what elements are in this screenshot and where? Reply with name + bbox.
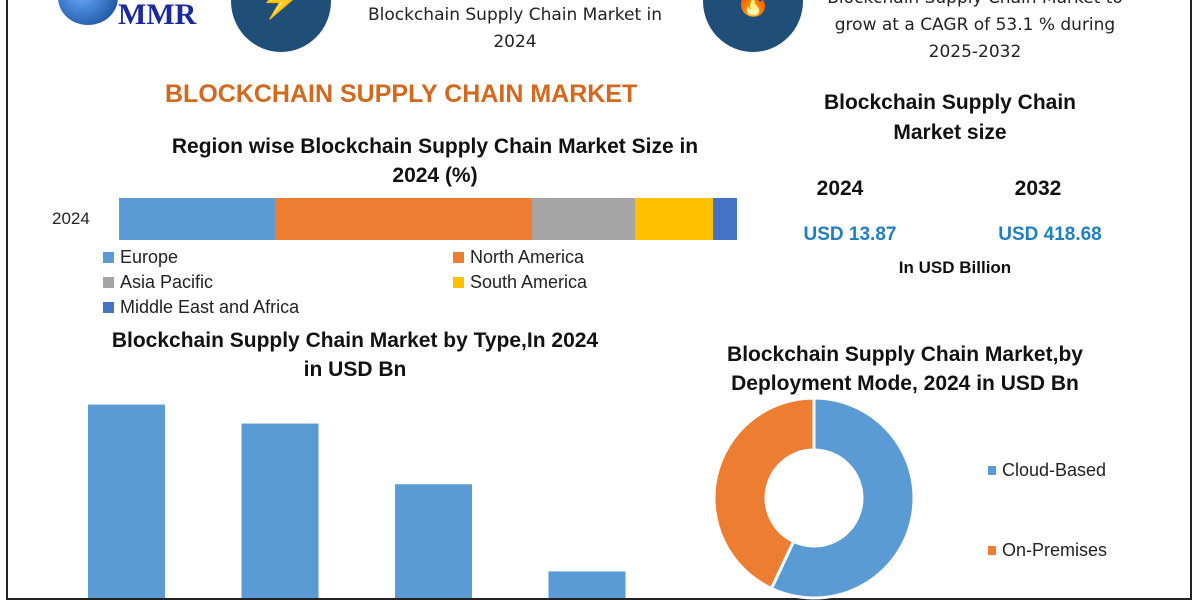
deployment-donut-chart bbox=[712, 396, 916, 600]
market-year-1: 2024 bbox=[816, 177, 864, 200]
stack-segment-middle-east-and-africa bbox=[712, 198, 737, 240]
logo-text: MMR bbox=[118, 0, 197, 31]
legend-asia-pacific: Asia Pacific bbox=[103, 272, 213, 293]
type-bar bbox=[88, 404, 165, 598]
legend-on-premises: On-Premises bbox=[988, 540, 1107, 561]
region-chart-title: Region wise Blockchain Supply Chain Mark… bbox=[171, 135, 699, 187]
region-category-label: 2024 bbox=[52, 209, 90, 228]
legend-north-america: North America bbox=[453, 247, 584, 268]
type-bar bbox=[548, 571, 626, 598]
region-stacked-bar bbox=[119, 198, 737, 240]
type-bar-chart bbox=[88, 404, 626, 598]
legend-middle-east-africa: Middle East and Africa bbox=[103, 297, 299, 318]
globe-icon bbox=[58, 0, 118, 25]
type-bar bbox=[241, 423, 319, 598]
legend-south-america: South America bbox=[453, 272, 587, 293]
deployment-chart-title: Blockchain Supply Chain Market,by Deploy… bbox=[727, 343, 1083, 395]
market-year-2: 2032 bbox=[1014, 177, 1062, 200]
market-value-1: USD 13.87 bbox=[803, 224, 897, 245]
legend-label: On-Premises bbox=[1002, 540, 1108, 560]
header-right-text: grow at a CAGR of 53.1 % during 2025-203… bbox=[834, 15, 1116, 62]
stack-segment-north-america bbox=[274, 198, 532, 240]
market-unit: In USD Billion bbox=[898, 258, 1012, 277]
stack-segment-south-america bbox=[635, 198, 713, 240]
stack-segment-asia-pacific bbox=[531, 198, 636, 240]
infographic-frame bbox=[6, 0, 1192, 600]
legend-label: Cloud-Based bbox=[1002, 460, 1107, 480]
legend-cloud-based: Cloud-Based bbox=[988, 460, 1106, 481]
legend-label: South America bbox=[470, 272, 588, 292]
mmr-logo: MMR bbox=[30, 0, 230, 40]
donut-slice-cloud-based bbox=[769, 396, 916, 600]
legend-label: Europe bbox=[120, 247, 179, 267]
legend-europe: Europe bbox=[103, 247, 178, 268]
header-right-text-cut: Blockchain Supply Chain Market to bbox=[810, 0, 1140, 12]
main-title: BLOCKCHAIN SUPPLY CHAIN MARKET bbox=[165, 80, 638, 108]
stack-segment-europe bbox=[119, 198, 275, 240]
type-chart-title: Blockchain Supply Chain Market by Type,I… bbox=[111, 329, 599, 381]
legend-label: North America bbox=[470, 247, 585, 267]
legend-label: Asia Pacific bbox=[120, 272, 214, 292]
market-value-2: USD 418.68 bbox=[998, 224, 1102, 245]
header-left-text: Blockchain Supply Chain Market in 2024 bbox=[367, 5, 663, 52]
type-bar bbox=[395, 484, 472, 598]
donut-slice-on-premises bbox=[712, 396, 816, 591]
market-size-title: Blockchain Supply Chain Market size bbox=[823, 91, 1077, 144]
legend-label: Middle East and Africa bbox=[120, 297, 300, 317]
